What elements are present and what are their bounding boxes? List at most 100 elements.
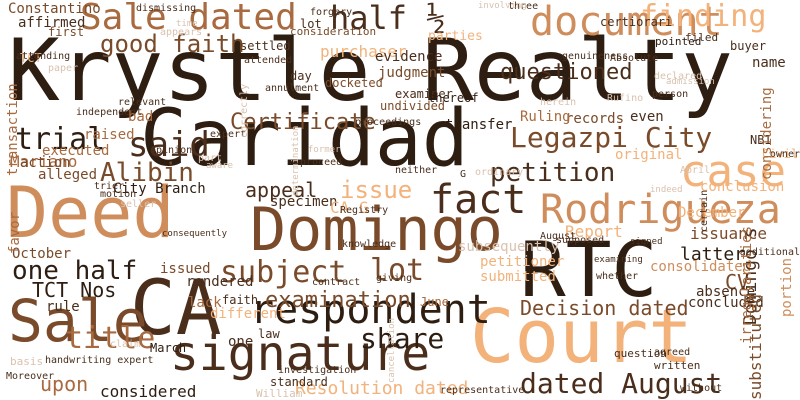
cloud-word: Court xyxy=(470,294,693,380)
cloud-word: title xyxy=(65,321,156,356)
cloud-word: records xyxy=(565,111,625,127)
cloud-word: examiner xyxy=(395,87,453,101)
cloud-word: signed xyxy=(630,237,663,247)
cloud-word: executed xyxy=(42,143,110,159)
cloud-word: appears xyxy=(160,27,203,38)
cloud-word: share xyxy=(360,322,445,355)
cloud-word: person xyxy=(652,89,689,100)
cloud-word: purchaser xyxy=(320,42,407,61)
cloud-word: Absolute xyxy=(610,53,659,64)
cloud-word: fact xyxy=(430,177,527,223)
cloud-word: Moreover xyxy=(6,371,55,382)
cloud-word: three xyxy=(508,1,539,12)
cloud-word: undivided xyxy=(380,99,446,113)
cloud-word: examining xyxy=(594,255,643,265)
cloud-word: petitioner xyxy=(480,254,565,270)
cloud-word: attending xyxy=(16,51,71,62)
cloud-word: rule xyxy=(46,299,80,315)
cloud-word: dismissing xyxy=(136,3,197,14)
cloud-word: agreed xyxy=(654,347,691,358)
cloud-word: Ruling xyxy=(520,109,571,125)
cloud-word: judgment xyxy=(378,65,446,81)
cloud-word: trier xyxy=(94,181,125,192)
cloud-word: issued xyxy=(160,261,211,277)
cloud-word: Rufino xyxy=(607,93,644,104)
cloud-word: Decision dated xyxy=(520,296,689,320)
cloud-word: different xyxy=(210,306,286,322)
cloud-word: favor xyxy=(7,211,23,254)
cloud-word: contract xyxy=(312,277,361,288)
cloud-word: neither xyxy=(395,165,438,176)
cloud-word: April xyxy=(680,165,711,176)
cloud-word: appeal xyxy=(245,178,318,202)
cloud-word: genuineness xyxy=(562,51,629,62)
cloud-word: opinion xyxy=(150,145,193,156)
cloud-word: case xyxy=(680,146,786,197)
cloud-word: cancellation xyxy=(387,317,397,383)
cloud-word: conclusion xyxy=(700,179,785,195)
cloud-word: rendered xyxy=(186,274,254,290)
cloud-word: law xyxy=(258,327,280,341)
cloud-word: relevant xyxy=(118,97,167,108)
cloud-word: whether xyxy=(596,271,639,282)
cloud-word: day xyxy=(290,69,312,83)
cloud-word: finding xyxy=(640,0,767,34)
cloud-word: subsequently xyxy=(458,239,560,255)
cloud-word: signature xyxy=(170,326,431,382)
cloud-word: consolidated xyxy=(650,259,752,275)
cloud-word: Sale xyxy=(8,287,148,355)
cloud-word: William xyxy=(256,387,303,400)
cloud-word: October xyxy=(12,246,72,262)
cloud-word: questioned xyxy=(500,60,633,85)
cloud-word: name xyxy=(752,55,786,71)
cloud-word: forgery xyxy=(310,7,353,18)
cloud-word: certain xyxy=(699,189,710,232)
cloud-word: herein xyxy=(540,97,577,108)
cloud-word: aware xyxy=(206,161,234,171)
cloud-word: dated August xyxy=(520,367,723,400)
cloud-word: proceedings xyxy=(355,117,422,128)
cloud-word: pointed xyxy=(655,35,702,48)
cloud-word: transfer xyxy=(445,117,513,133)
cloud-word: Mariano xyxy=(10,152,78,171)
cloud-word: question xyxy=(614,347,667,360)
cloud-word: settled xyxy=(240,39,291,53)
cloud-word: bad xyxy=(128,109,154,125)
cloud-word: owner xyxy=(769,149,800,160)
cloud-word: Registry xyxy=(340,205,389,216)
cloud-word: one xyxy=(228,334,254,350)
cloud-word: faith xyxy=(222,293,259,307)
cloud-word: petition xyxy=(490,158,616,188)
cloud-word: written xyxy=(654,359,701,372)
cloud-word: raised xyxy=(84,127,135,143)
cloud-word: considering xyxy=(759,87,775,181)
cloud-word: without xyxy=(680,383,723,394)
cloud-word: concluded xyxy=(688,295,764,311)
cloud-word: Constantino xyxy=(8,1,101,17)
cloud-word: RTC xyxy=(520,225,658,314)
cloud-word: issuance xyxy=(690,224,768,243)
cloud-word: CA xyxy=(130,263,222,352)
cloud-word: City Branch xyxy=(113,181,206,197)
cloud-word: basis xyxy=(10,355,44,368)
cloud-word: Alibin xyxy=(100,158,194,188)
cloud-word: standard xyxy=(270,375,328,389)
cloud-word: good faith xyxy=(100,30,245,58)
cloud-word: additional xyxy=(739,247,800,258)
cloud-word: involving xyxy=(478,1,527,11)
cloud-word: portion xyxy=(779,257,795,317)
cloud-word: Domingo xyxy=(250,195,503,265)
cloud-word: submitted xyxy=(480,269,556,285)
cloud-word: supposed xyxy=(556,235,605,246)
cloud-word: lot xyxy=(370,253,425,288)
cloud-word: filed xyxy=(685,31,719,44)
cloud-word: time xyxy=(176,19,198,29)
cloud-word: G xyxy=(460,169,467,180)
cloud-word: upon xyxy=(40,372,89,396)
cloud-word: proceed xyxy=(300,157,343,168)
cloud-word: TCT Nos xyxy=(32,278,117,302)
cloud-word: ordinary xyxy=(475,167,524,178)
cloud-word: Rodrigueza xyxy=(540,187,781,233)
cloud-word: independent xyxy=(76,107,143,118)
cloud-word: Legazpi City xyxy=(510,121,713,154)
